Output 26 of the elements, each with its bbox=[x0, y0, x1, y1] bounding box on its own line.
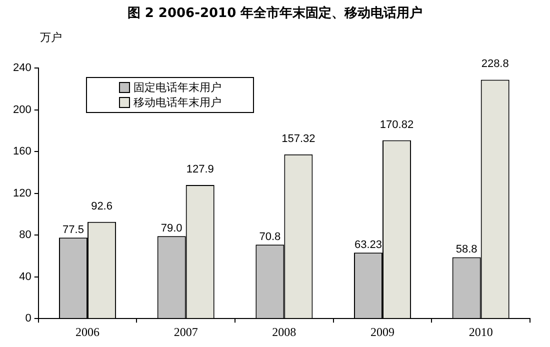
y-tick-label: 200 bbox=[12, 104, 32, 116]
y-tick-label: 40 bbox=[19, 270, 32, 283]
data-label: 170.82 bbox=[380, 118, 414, 131]
data-label: 58.8 bbox=[456, 244, 478, 256]
x-tick-label: 2008 bbox=[272, 324, 296, 339]
data-label: 228.8 bbox=[481, 58, 509, 70]
y-tick-label: 240 bbox=[12, 62, 32, 74]
data-label: 79.0 bbox=[160, 222, 182, 235]
y-tick-label: 0 bbox=[25, 312, 32, 325]
legend-label: 固定电话年末用户 bbox=[134, 80, 222, 95]
data-label: 63.23 bbox=[354, 239, 382, 252]
data-label: 92.6 bbox=[91, 200, 112, 212]
y-tick-label: 120 bbox=[12, 187, 32, 200]
x-tick-label: 2006 bbox=[76, 324, 100, 339]
x-tick-label: 2007 bbox=[174, 324, 198, 339]
x-tick-label: 2010 bbox=[468, 324, 493, 339]
chart-title: 图 2 2006-2010 年全市年末固定、移动电话用户 bbox=[126, 4, 424, 22]
legend-label: 移动电话年末用户 bbox=[134, 95, 222, 110]
data-label: 127.9 bbox=[186, 164, 214, 176]
y-tick-label: 160 bbox=[12, 146, 32, 158]
y-axis-title: 万户 bbox=[40, 30, 62, 45]
x-tick-label: 2009 bbox=[370, 324, 395, 339]
data-label: 70.8 bbox=[259, 231, 281, 244]
data-label: 157.32 bbox=[282, 132, 316, 145]
data-label: 77.5 bbox=[62, 224, 84, 236]
y-tick-label: 80 bbox=[19, 229, 32, 242]
